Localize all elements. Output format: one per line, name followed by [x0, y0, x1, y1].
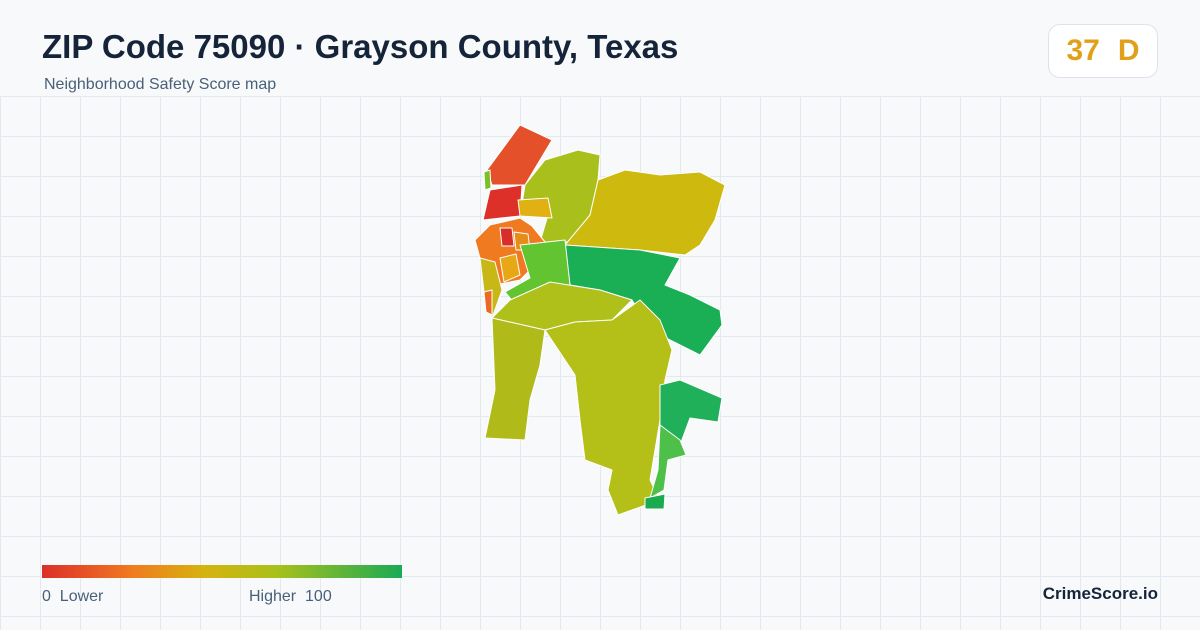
- legend-max-label: Higher: [249, 588, 297, 605]
- legend-low: 0 Lower: [42, 588, 103, 606]
- legend-min: 0: [42, 588, 51, 605]
- region: [644, 493, 666, 510]
- title: ZIP Code 75090 · Grayson County, Texas: [42, 28, 679, 65]
- region: [483, 169, 492, 191]
- score-grade: D: [1117, 34, 1140, 67]
- region: [499, 227, 515, 247]
- legend-high: Higher 100: [249, 588, 332, 606]
- region: [544, 299, 673, 516]
- region: [484, 317, 546, 441]
- score-value: 37: [1066, 34, 1100, 67]
- region: [564, 169, 726, 256]
- legend-gradient: [42, 565, 402, 578]
- region: [517, 197, 553, 219]
- region: [483, 289, 493, 316]
- region: [482, 184, 523, 221]
- region: [486, 124, 553, 186]
- legend-min-label: Lower: [59, 588, 104, 605]
- region: [649, 424, 687, 499]
- brand: CrimeScore.io: [1042, 584, 1158, 603]
- score-badge: 37 D: [1048, 24, 1158, 78]
- legend-max: 100: [305, 588, 332, 605]
- region: [499, 253, 521, 283]
- subtitle: Neighborhood Safety Score map: [44, 76, 277, 93]
